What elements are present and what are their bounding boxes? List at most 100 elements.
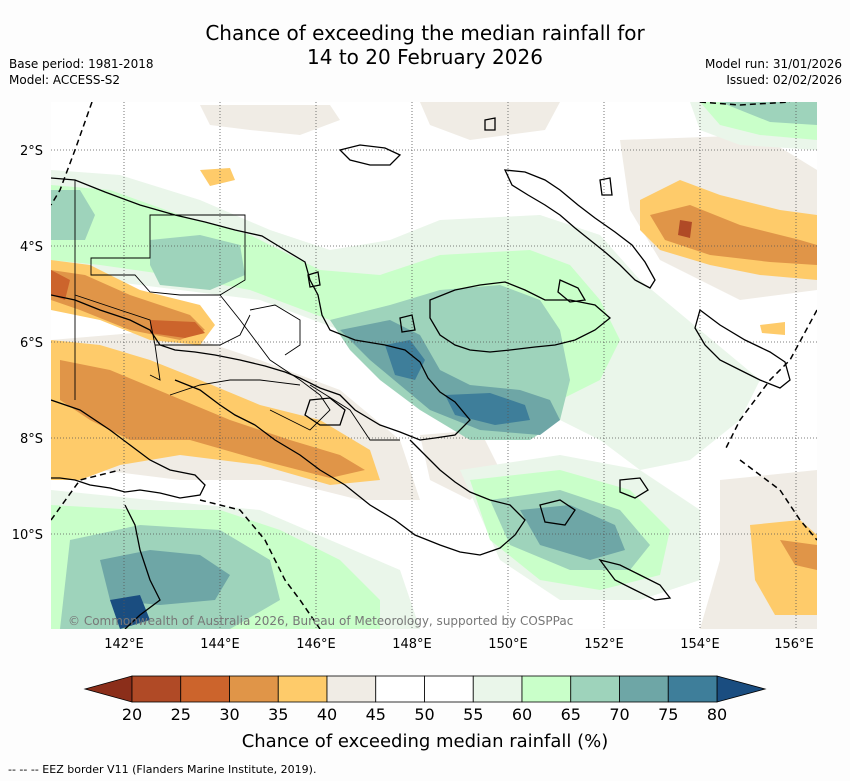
colorbar-tick-label: 70 <box>609 705 629 724</box>
colorbar-segment <box>131 675 182 703</box>
shade-25-30-a <box>51 270 70 300</box>
coast-island-d <box>539 499 576 526</box>
base-period: Base period: 1981-2018 <box>9 57 154 71</box>
province-border <box>249 304 301 356</box>
colorbar-tick-label: 45 <box>366 705 386 724</box>
colorbar-segment <box>180 675 230 703</box>
lon-label: 150°E <box>488 637 528 652</box>
colorbar-segment <box>619 675 669 703</box>
title-line-2: 14 to 20 February 2026 <box>307 45 543 69</box>
lat-axis: 2°S 4°S 6°S 8°S 10°S <box>12 144 43 543</box>
colorbar: 20 25 30 35 40 45 50 55 60 65 70 75 80 <box>83 675 767 724</box>
map-area <box>51 102 817 629</box>
lat-label: 8°S <box>20 432 43 447</box>
colorbar-segment <box>521 675 572 703</box>
eez-borders <box>51 102 817 629</box>
coast-cape-york <box>124 504 161 629</box>
colorbar-tick-label: 25 <box>171 705 191 724</box>
colorbar-under-arrow <box>83 675 133 703</box>
colorbar-segment <box>375 675 425 703</box>
model-run: Model run: 31/01/2026 <box>704 57 842 71</box>
colorbar-segment <box>277 675 328 703</box>
lat-label: 6°S <box>20 336 43 351</box>
issued-date: Issued: 02/02/2026 <box>726 73 842 87</box>
coast-south-png <box>51 399 206 499</box>
province-border <box>309 384 400 441</box>
colorbar-segment <box>472 675 523 703</box>
colorbar-tick-label: 40 <box>317 705 337 724</box>
shade-65-70-west <box>51 190 95 240</box>
coast-island-g <box>307 271 321 288</box>
coast-island-a <box>484 117 496 131</box>
shade-35-40-small <box>760 322 785 335</box>
colorbar-tick-label: 55 <box>463 705 483 724</box>
eez-border <box>699 102 791 106</box>
colorbar-segment <box>326 675 377 703</box>
shade-25-30-b <box>150 320 205 338</box>
province-border <box>169 379 301 396</box>
lat-label: 10°S <box>12 528 43 543</box>
colorbar-tick-label: 35 <box>268 705 288 724</box>
coast-island-b <box>599 177 613 196</box>
coast-new-ireland <box>503 169 656 289</box>
colorbar-tick-label: 50 <box>414 705 434 724</box>
province-border <box>155 314 251 346</box>
lon-label: 154°E <box>680 637 720 652</box>
eez-footnote: -- -- -- EEZ border V11 (Flanders Marine… <box>8 763 317 776</box>
model-name: Model: ACCESS-S2 <box>9 73 121 87</box>
lon-label: 148°E <box>392 637 432 652</box>
colorbar-tick-label: 30 <box>219 705 239 724</box>
colorbar-segment <box>570 675 620 703</box>
shade-20-25-east <box>678 220 692 238</box>
coast-manus <box>338 144 402 166</box>
eez-border <box>199 499 321 629</box>
coast-bougainville <box>694 308 791 389</box>
copyright-notice: © Commonwealth of Australia 2026, Bureau… <box>68 614 573 628</box>
lat-label: 2°S <box>20 144 43 159</box>
shade-65-70-ne <box>720 102 817 125</box>
shade-over-80 <box>110 595 150 629</box>
eez-border <box>51 102 93 206</box>
shade-70-75-south <box>100 550 230 605</box>
coast-new-guinea-north <box>51 177 471 441</box>
colorbar-over-arrow <box>716 675 767 703</box>
title-line-1: Chance of exceeding the median rainfall … <box>205 21 645 45</box>
shade-low-north <box>200 105 340 135</box>
eez-border <box>739 459 817 541</box>
shade-35-40-north <box>200 168 235 186</box>
coast-island-e <box>557 279 587 303</box>
lat-label: 4°S <box>20 240 43 255</box>
lon-label: 146°E <box>296 637 336 652</box>
colorbar-tick-label: 75 <box>658 705 678 724</box>
shade-30-35-se <box>780 540 817 570</box>
shade-75-80-b <box>445 393 530 425</box>
colorbar-tick-label: 65 <box>561 705 581 724</box>
lon-label: 156°E <box>774 637 814 652</box>
coast-island-f <box>399 314 416 333</box>
province-border <box>219 294 331 431</box>
lon-label: 144°E <box>200 637 240 652</box>
colorbar-segment <box>667 675 718 703</box>
lon-label: 152°E <box>584 637 624 652</box>
gridlines <box>51 102 817 629</box>
colorbar-tick-label: 60 <box>512 705 532 724</box>
shade-30-35-east <box>650 205 817 265</box>
coast-new-britain <box>429 281 612 353</box>
lon-label: 142°E <box>104 637 144 652</box>
shade-70-75-southeast <box>520 505 625 560</box>
coast-rossel <box>598 558 672 601</box>
colorbar-title: Chance of exceeding median rainfall (%) <box>241 731 609 752</box>
eez-border <box>724 309 817 451</box>
shade-low-north-2 <box>420 102 560 140</box>
colorbar-tick-label: 20 <box>122 705 142 724</box>
shade-75-80-a <box>385 340 425 380</box>
colorbar-segment <box>229 675 279 703</box>
lon-axis: 142°E 144°E 146°E 148°E 150°E 152°E 154°… <box>104 637 814 652</box>
colorbar-tick-label: 80 <box>707 705 727 724</box>
coast-papuan-peninsula <box>174 379 526 556</box>
colorbar-segment <box>424 675 474 703</box>
province-borders <box>74 180 400 441</box>
coast-island-c <box>619 477 649 499</box>
shade-65-70-sepik <box>150 235 245 290</box>
